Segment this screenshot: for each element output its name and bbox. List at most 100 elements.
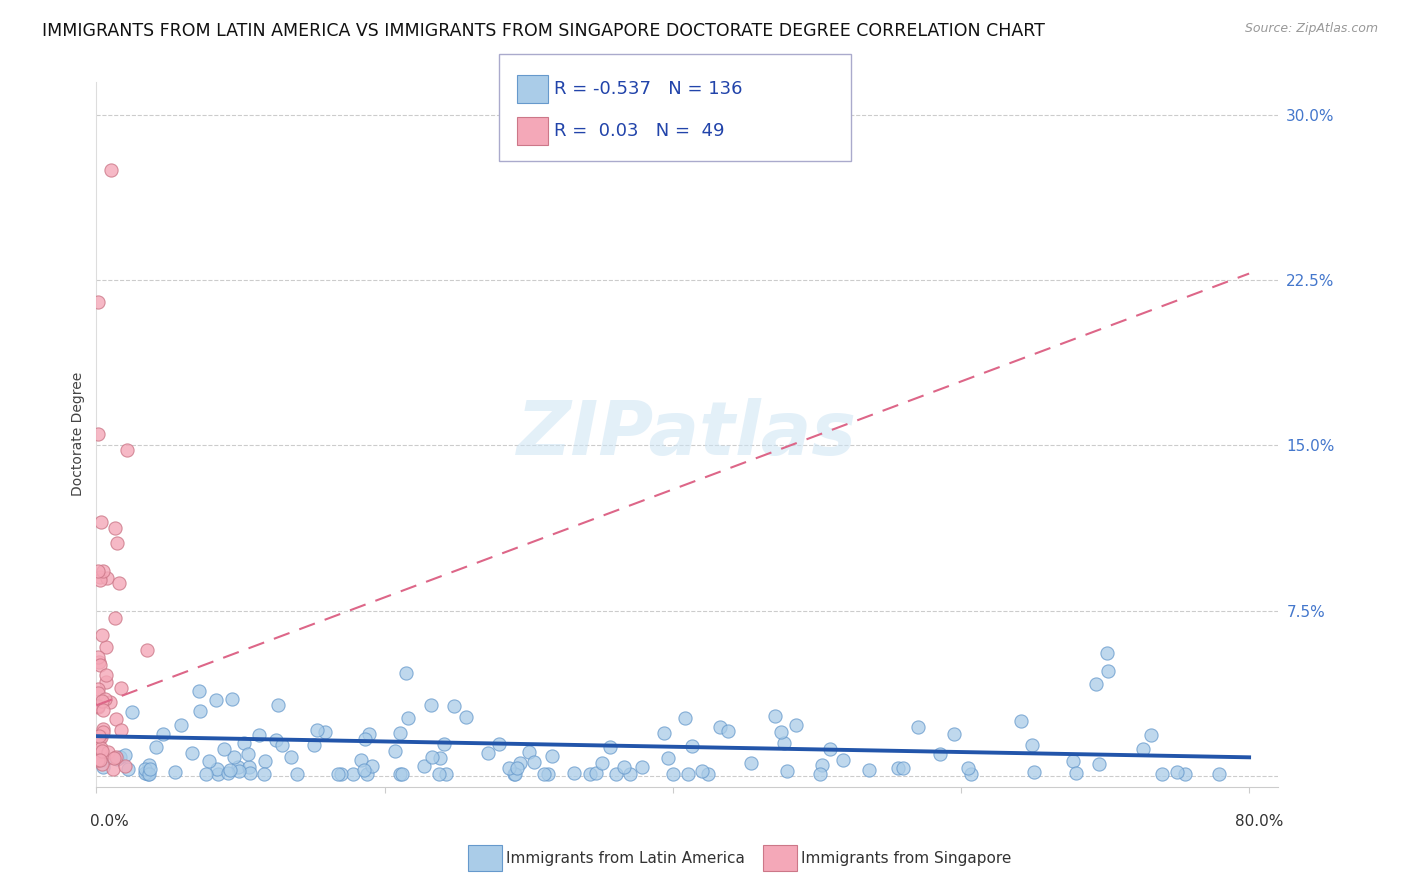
Point xyxy=(329,766,352,780)
Point xyxy=(832,753,855,767)
Point xyxy=(103,751,125,765)
Point xyxy=(205,763,228,777)
Point xyxy=(91,564,114,578)
Point xyxy=(907,720,929,734)
Point xyxy=(776,764,799,778)
Point xyxy=(90,515,112,529)
Point xyxy=(388,725,411,739)
Point xyxy=(412,759,434,773)
Point xyxy=(488,737,510,751)
Point xyxy=(353,763,375,777)
Point xyxy=(89,569,111,583)
Point xyxy=(579,766,602,780)
Point xyxy=(391,766,413,780)
Point xyxy=(1097,664,1119,678)
Point xyxy=(204,692,226,706)
Point xyxy=(887,761,910,775)
Point xyxy=(605,766,627,780)
Point xyxy=(87,565,110,579)
Point xyxy=(443,698,465,713)
Point xyxy=(218,763,240,777)
Point xyxy=(105,712,128,726)
Point xyxy=(87,650,110,665)
Point xyxy=(105,750,128,764)
Point xyxy=(810,757,832,772)
Point xyxy=(188,684,211,698)
Point xyxy=(678,766,700,780)
Point xyxy=(433,737,456,751)
Point xyxy=(429,750,451,764)
Point xyxy=(117,762,139,776)
Point xyxy=(94,753,117,767)
Point xyxy=(1208,766,1230,780)
Point xyxy=(97,745,120,759)
Point xyxy=(785,718,807,732)
Point xyxy=(1166,764,1188,779)
Point xyxy=(657,751,679,765)
Point xyxy=(136,766,159,780)
Point xyxy=(104,611,127,625)
Y-axis label: Doctorate Degree: Doctorate Degree xyxy=(72,372,86,497)
Point xyxy=(253,766,276,780)
Point xyxy=(222,749,245,764)
Point xyxy=(104,521,127,535)
Point xyxy=(238,760,260,774)
Point xyxy=(709,720,731,734)
Point xyxy=(420,750,443,764)
Point xyxy=(89,657,111,672)
Point xyxy=(517,745,540,759)
Point xyxy=(207,766,229,780)
Point xyxy=(135,643,157,657)
Point xyxy=(228,764,250,778)
Text: Immigrants from Latin America: Immigrants from Latin America xyxy=(506,851,745,865)
Point xyxy=(1097,646,1119,660)
Point xyxy=(717,723,740,738)
Text: Immigrants from Singapore: Immigrants from Singapore xyxy=(801,851,1012,865)
Point xyxy=(110,681,132,696)
Point xyxy=(90,730,112,744)
Point xyxy=(138,757,160,772)
Point xyxy=(956,761,979,775)
Point xyxy=(89,729,111,743)
Point xyxy=(1174,766,1197,780)
Point xyxy=(770,725,793,739)
Point xyxy=(1084,677,1107,691)
Point xyxy=(929,747,952,762)
Point xyxy=(87,686,110,700)
Point xyxy=(253,754,276,768)
Point xyxy=(94,692,117,706)
Point xyxy=(98,695,121,709)
Point xyxy=(1066,766,1088,780)
Point xyxy=(91,744,114,758)
Point xyxy=(619,766,641,780)
Text: ZIPatlas: ZIPatlas xyxy=(517,398,858,471)
Point xyxy=(503,766,526,780)
Point xyxy=(943,727,966,741)
Point xyxy=(599,740,621,755)
Point xyxy=(690,764,713,778)
Point xyxy=(101,762,124,776)
Point xyxy=(121,705,143,719)
Point xyxy=(91,628,114,642)
Point xyxy=(91,757,114,772)
Point xyxy=(681,739,703,754)
Point xyxy=(1152,766,1174,780)
Point xyxy=(420,698,443,713)
Point xyxy=(523,755,546,769)
Point xyxy=(858,764,880,778)
Point xyxy=(239,766,262,780)
Point xyxy=(236,747,259,761)
Point xyxy=(226,760,249,774)
Point xyxy=(509,756,531,770)
Point xyxy=(613,759,636,773)
Point xyxy=(389,766,412,780)
Point xyxy=(145,740,167,755)
Point xyxy=(138,766,160,780)
Point xyxy=(87,733,110,747)
Point xyxy=(456,710,478,724)
Point xyxy=(108,750,131,764)
Point xyxy=(87,427,110,442)
Point xyxy=(170,718,193,732)
Point xyxy=(105,535,128,549)
Point xyxy=(1139,728,1161,742)
